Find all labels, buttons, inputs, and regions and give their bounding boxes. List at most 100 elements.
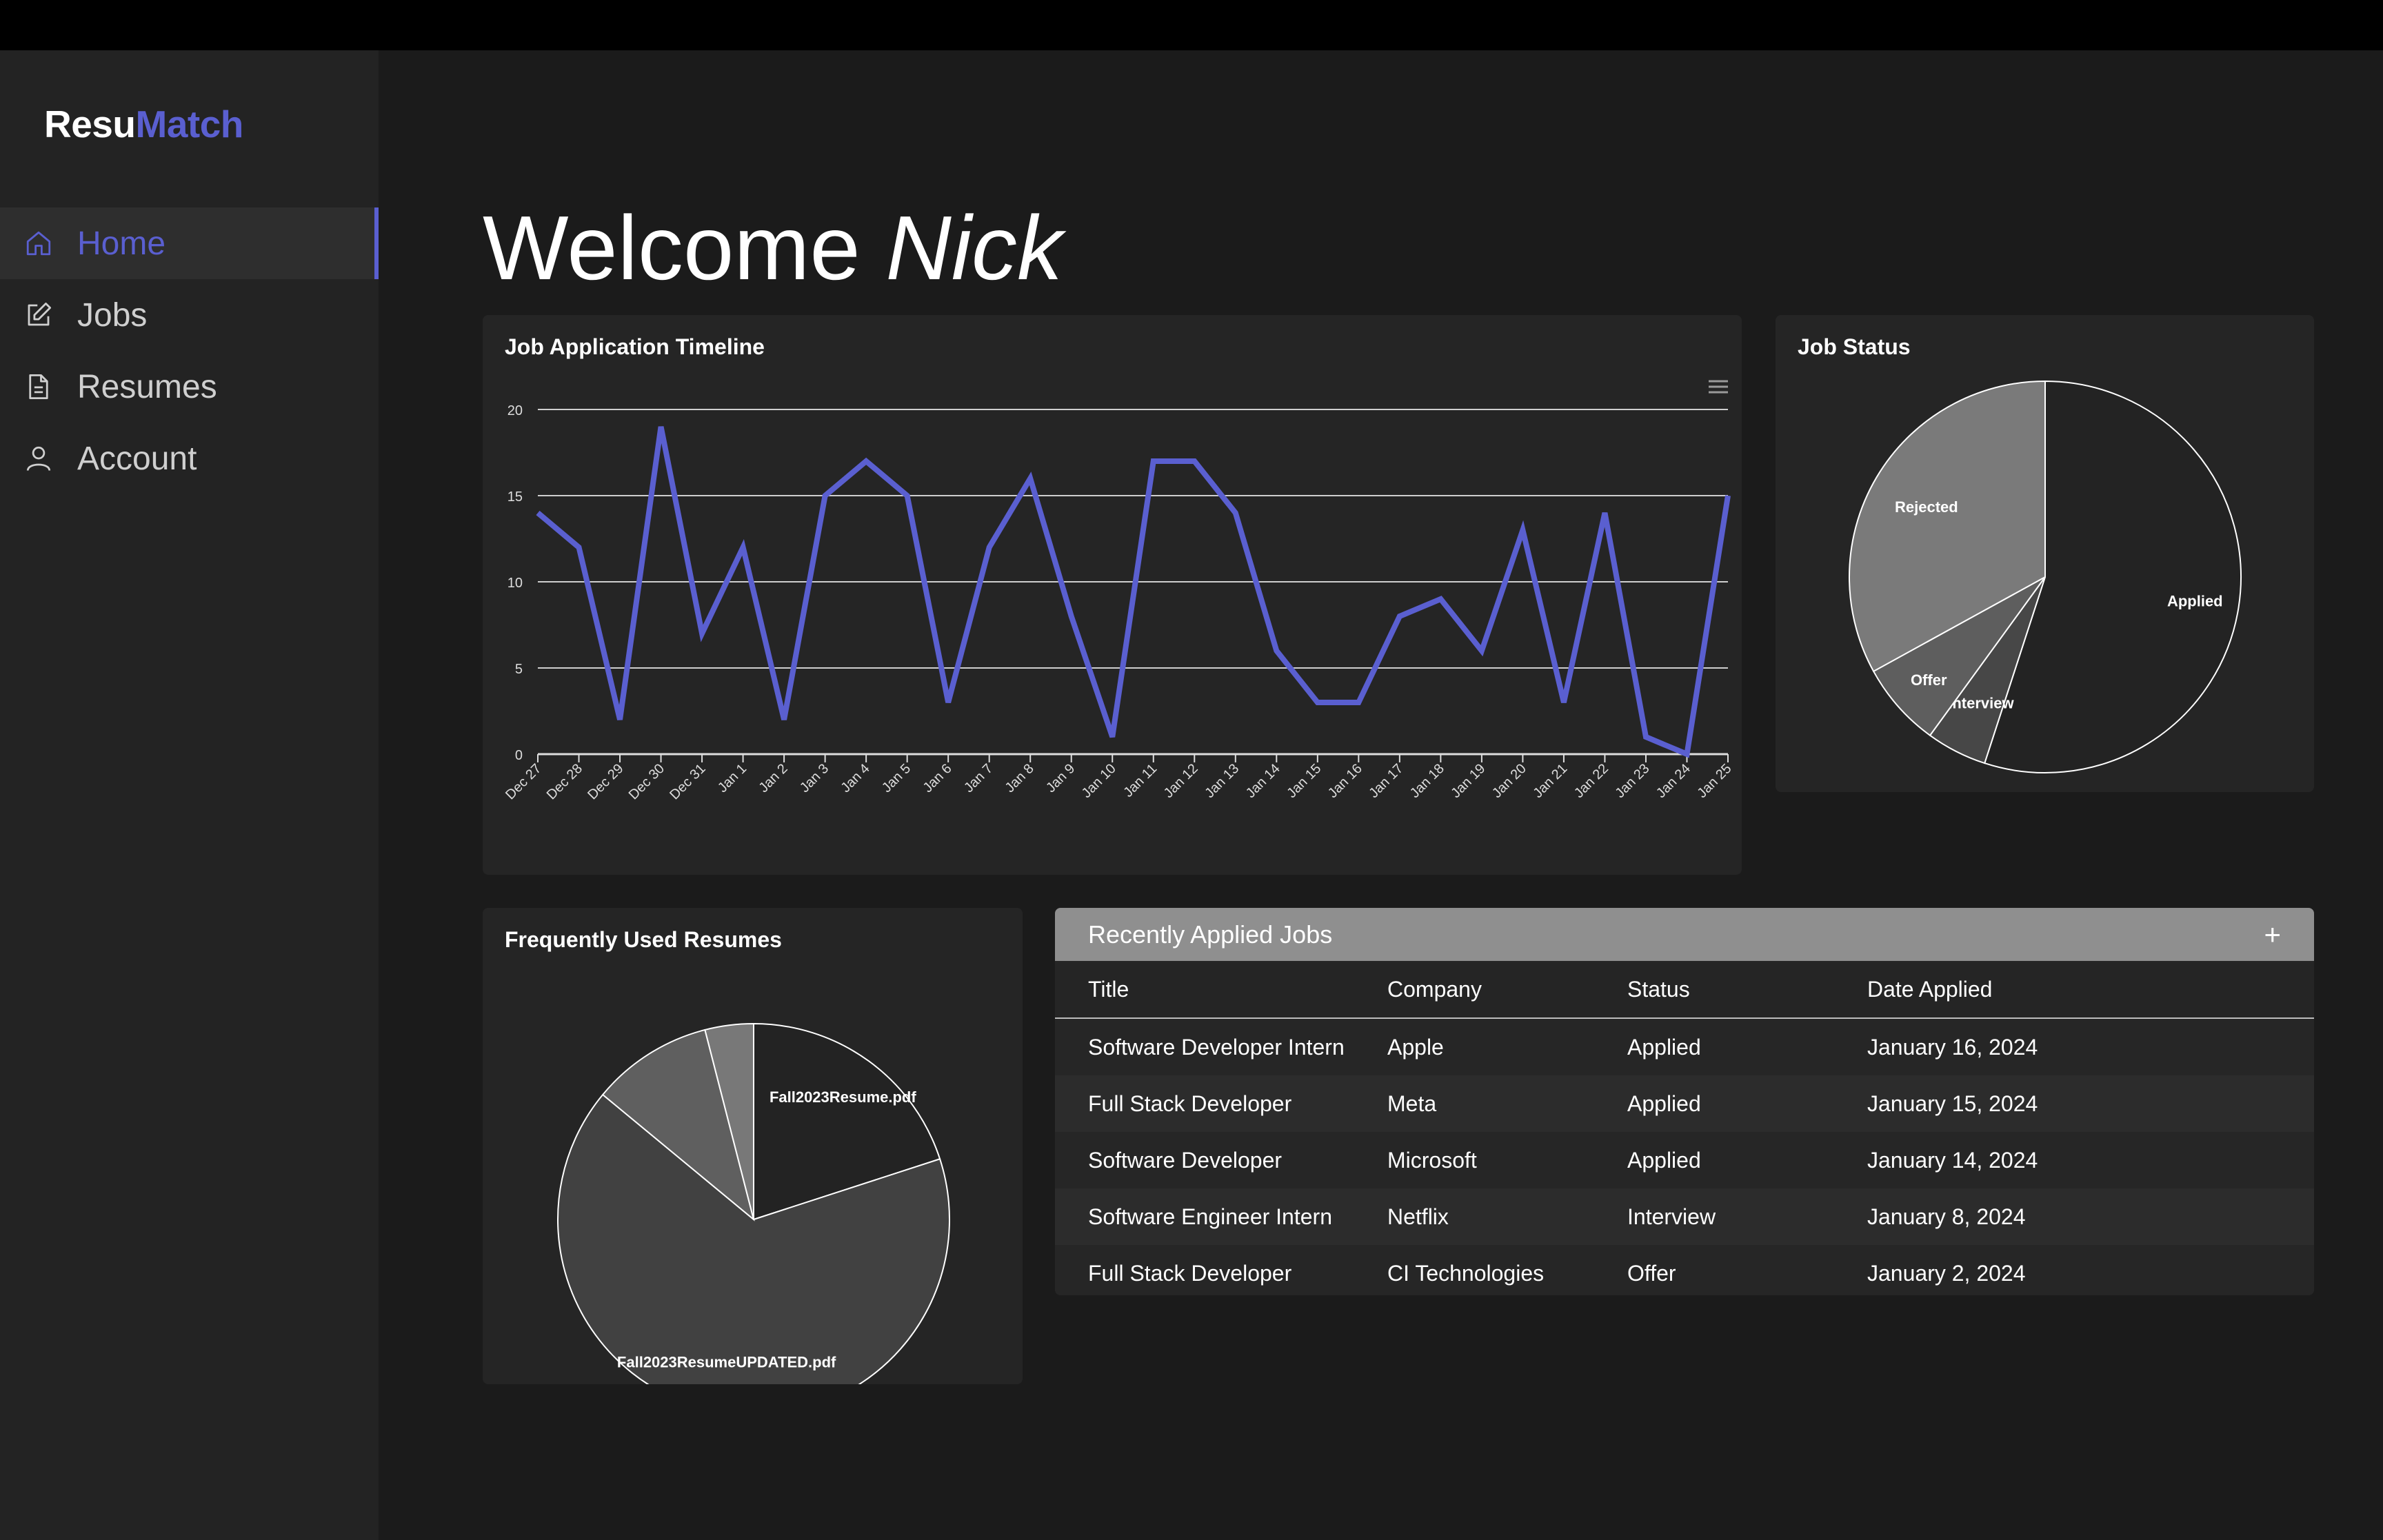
x-tick-label: Jan 9 xyxy=(1043,761,1078,796)
cell-date: January 8, 2024 xyxy=(1867,1188,2314,1245)
column-header-title[interactable]: Title xyxy=(1055,961,1387,1019)
x-tick-label: Jan 14 xyxy=(1243,761,1283,801)
resume-pie-label: Fall2023Resume.pdf xyxy=(770,1088,916,1106)
recent-jobs-table: Title Company Status Date Applied Softwa… xyxy=(1055,961,2314,1295)
user-name: Nick xyxy=(885,197,1063,298)
cell-title: Full Stack Developer xyxy=(1055,1245,1387,1295)
status-pie-slice xyxy=(1872,576,2046,737)
x-tick-label: Jan 3 xyxy=(797,761,832,796)
x-tick-label: Jan 18 xyxy=(1407,761,1447,801)
table-row[interactable]: Software Developer Microsoft Applied Jan… xyxy=(1055,1132,2314,1188)
x-tick-label: Jan 5 xyxy=(879,761,914,796)
cell-company: Netflix xyxy=(1387,1188,1627,1245)
welcome-text: Welcome xyxy=(483,197,861,298)
x-tick-label: Jan 10 xyxy=(1079,761,1119,801)
resume-pie-label: Fall2023ResumeUPDATED.pdf xyxy=(617,1353,836,1370)
sidebar-item-home[interactable]: Home xyxy=(0,207,379,279)
timeline-card: 0 5 10 15 20 Dec 27 Dec 28 Dec 29 Dec 30 Dec 31 Ja… xyxy=(483,315,1742,875)
status-pie-label: Applied xyxy=(2167,592,2223,609)
job-status-title: Job Status xyxy=(1798,334,1911,359)
cell-company: Microsoft xyxy=(1387,1132,1627,1188)
cell-company: Apple xyxy=(1387,1018,1627,1075)
column-header-status[interactable]: Status xyxy=(1627,961,1867,1019)
x-tick-label: Jan 2 xyxy=(756,761,790,796)
cell-title: Software Developer xyxy=(1055,1132,1387,1188)
resumes-pie: Fall2023Resume.pdf Fall2023ResumeUPDATED.… xyxy=(557,1022,950,1384)
table-row[interactable]: Full Stack Developer CI Technologies Off… xyxy=(1055,1245,2314,1295)
table-row[interactable]: Full Stack Developer Meta Applied Januar… xyxy=(1055,1075,2314,1132)
x-tick-label: Jan 16 xyxy=(1325,761,1365,801)
recent-jobs-panel: Recently Applied Jobs + Title Company St… xyxy=(1055,908,2314,1295)
recent-jobs-header: Recently Applied Jobs + xyxy=(1055,908,2314,961)
cell-company: Meta xyxy=(1387,1075,1627,1132)
x-tick-label: Jan 19 xyxy=(1448,761,1488,801)
status-pie-label: Offer xyxy=(1911,671,1947,689)
user-icon xyxy=(23,443,54,474)
table-row[interactable]: Software Engineer Intern Netflix Intervi… xyxy=(1055,1188,2314,1245)
sidebar-nav: Home Jobs Resumes Account xyxy=(0,207,379,494)
y-tick-label: 5 xyxy=(515,662,523,677)
table-row[interactable]: Software Developer Intern Apple Applied … xyxy=(1055,1018,2314,1075)
column-header-date-applied[interactable]: Date Applied xyxy=(1867,961,2314,1019)
cell-title: Full Stack Developer xyxy=(1055,1075,1387,1132)
cell-status: Interview xyxy=(1627,1188,1867,1245)
sidebar-item-jobs[interactable]: Jobs xyxy=(0,279,379,351)
x-tick-label: Dec 31 xyxy=(667,761,708,802)
brand-logo-resu: Resu xyxy=(44,103,136,145)
x-tick-label: Jan 15 xyxy=(1284,761,1324,801)
table-header-row: Title Company Status Date Applied xyxy=(1055,961,2314,1019)
resumes-card: Fall2023Resume.pdf Fall2023ResumeUPDATED.… xyxy=(483,908,1023,1384)
x-tick-label: Jan 4 xyxy=(838,761,873,796)
resume-pie-slice xyxy=(753,1022,941,1221)
cell-title: Software Developer Intern xyxy=(1055,1018,1387,1075)
home-icon xyxy=(23,228,54,259)
resume-pie-slice xyxy=(601,1029,755,1222)
status-pie-label: Rejected xyxy=(1895,498,1958,516)
resumes-title: Frequently Used Resumes xyxy=(505,927,782,952)
chart-menu-icon[interactable] xyxy=(1707,378,1729,395)
x-tick-label: Jan 12 xyxy=(1161,761,1201,801)
add-job-button[interactable]: + xyxy=(2264,918,2281,951)
timeline-title: Job Application Timeline xyxy=(505,334,765,359)
cell-date: January 2, 2024 xyxy=(1867,1245,2314,1295)
y-tick-label: 10 xyxy=(507,576,523,591)
cell-status: Applied xyxy=(1627,1075,1867,1132)
cell-date: January 15, 2024 xyxy=(1867,1075,2314,1132)
sidebar-item-label: Account xyxy=(77,440,197,477)
recent-jobs-title: Recently Applied Jobs xyxy=(1088,920,1333,949)
sidebar-item-resumes[interactable]: Resumes xyxy=(0,351,379,423)
cell-status: Applied xyxy=(1627,1132,1867,1188)
page-title: Welcome Nick xyxy=(483,196,1063,300)
series-line xyxy=(536,426,1731,758)
cell-date: January 14, 2024 xyxy=(1867,1132,2314,1188)
status-pie-slice xyxy=(1983,380,2242,773)
x-tick-label: Jan 8 xyxy=(1003,761,1037,796)
document-icon xyxy=(23,372,54,402)
status-pie-label: Interview xyxy=(1948,695,2014,712)
x-tick-label: Jan 11 xyxy=(1120,761,1160,800)
sidebar: ResuMatch Home Jobs Resumes Account xyxy=(0,50,379,1540)
x-tick-label: Jan 1 xyxy=(715,761,750,796)
x-tick-label: Jan 6 xyxy=(921,761,955,796)
cell-status: Applied xyxy=(1627,1018,1867,1075)
x-tick-label: Jan 21 xyxy=(1530,761,1570,801)
x-tick-label: Jan 25 xyxy=(1695,761,1735,801)
column-header-company[interactable]: Company xyxy=(1387,961,1627,1019)
cell-company: CI Technologies xyxy=(1387,1245,1627,1295)
x-tick-label: Dec 30 xyxy=(626,761,667,802)
job-status-card: Applied Interview Offer Rejected Job Status xyxy=(1776,315,2314,792)
cell-status: Offer xyxy=(1627,1245,1867,1295)
resume-pie-slice xyxy=(704,1022,754,1220)
sidebar-item-label: Jobs xyxy=(77,296,148,334)
cell-date: January 16, 2024 xyxy=(1867,1018,2314,1075)
y-tick-label: 0 xyxy=(515,748,523,763)
edit-icon xyxy=(23,300,54,330)
resume-pie-slice xyxy=(557,1093,950,1384)
x-tick-label: Dec 28 xyxy=(544,761,585,802)
brand-logo[interactable]: ResuMatch xyxy=(44,102,243,146)
x-tick-label: Jan 24 xyxy=(1653,761,1693,801)
sidebar-item-account[interactable]: Account xyxy=(0,423,379,494)
x-tick-label: Dec 27 xyxy=(503,761,544,802)
